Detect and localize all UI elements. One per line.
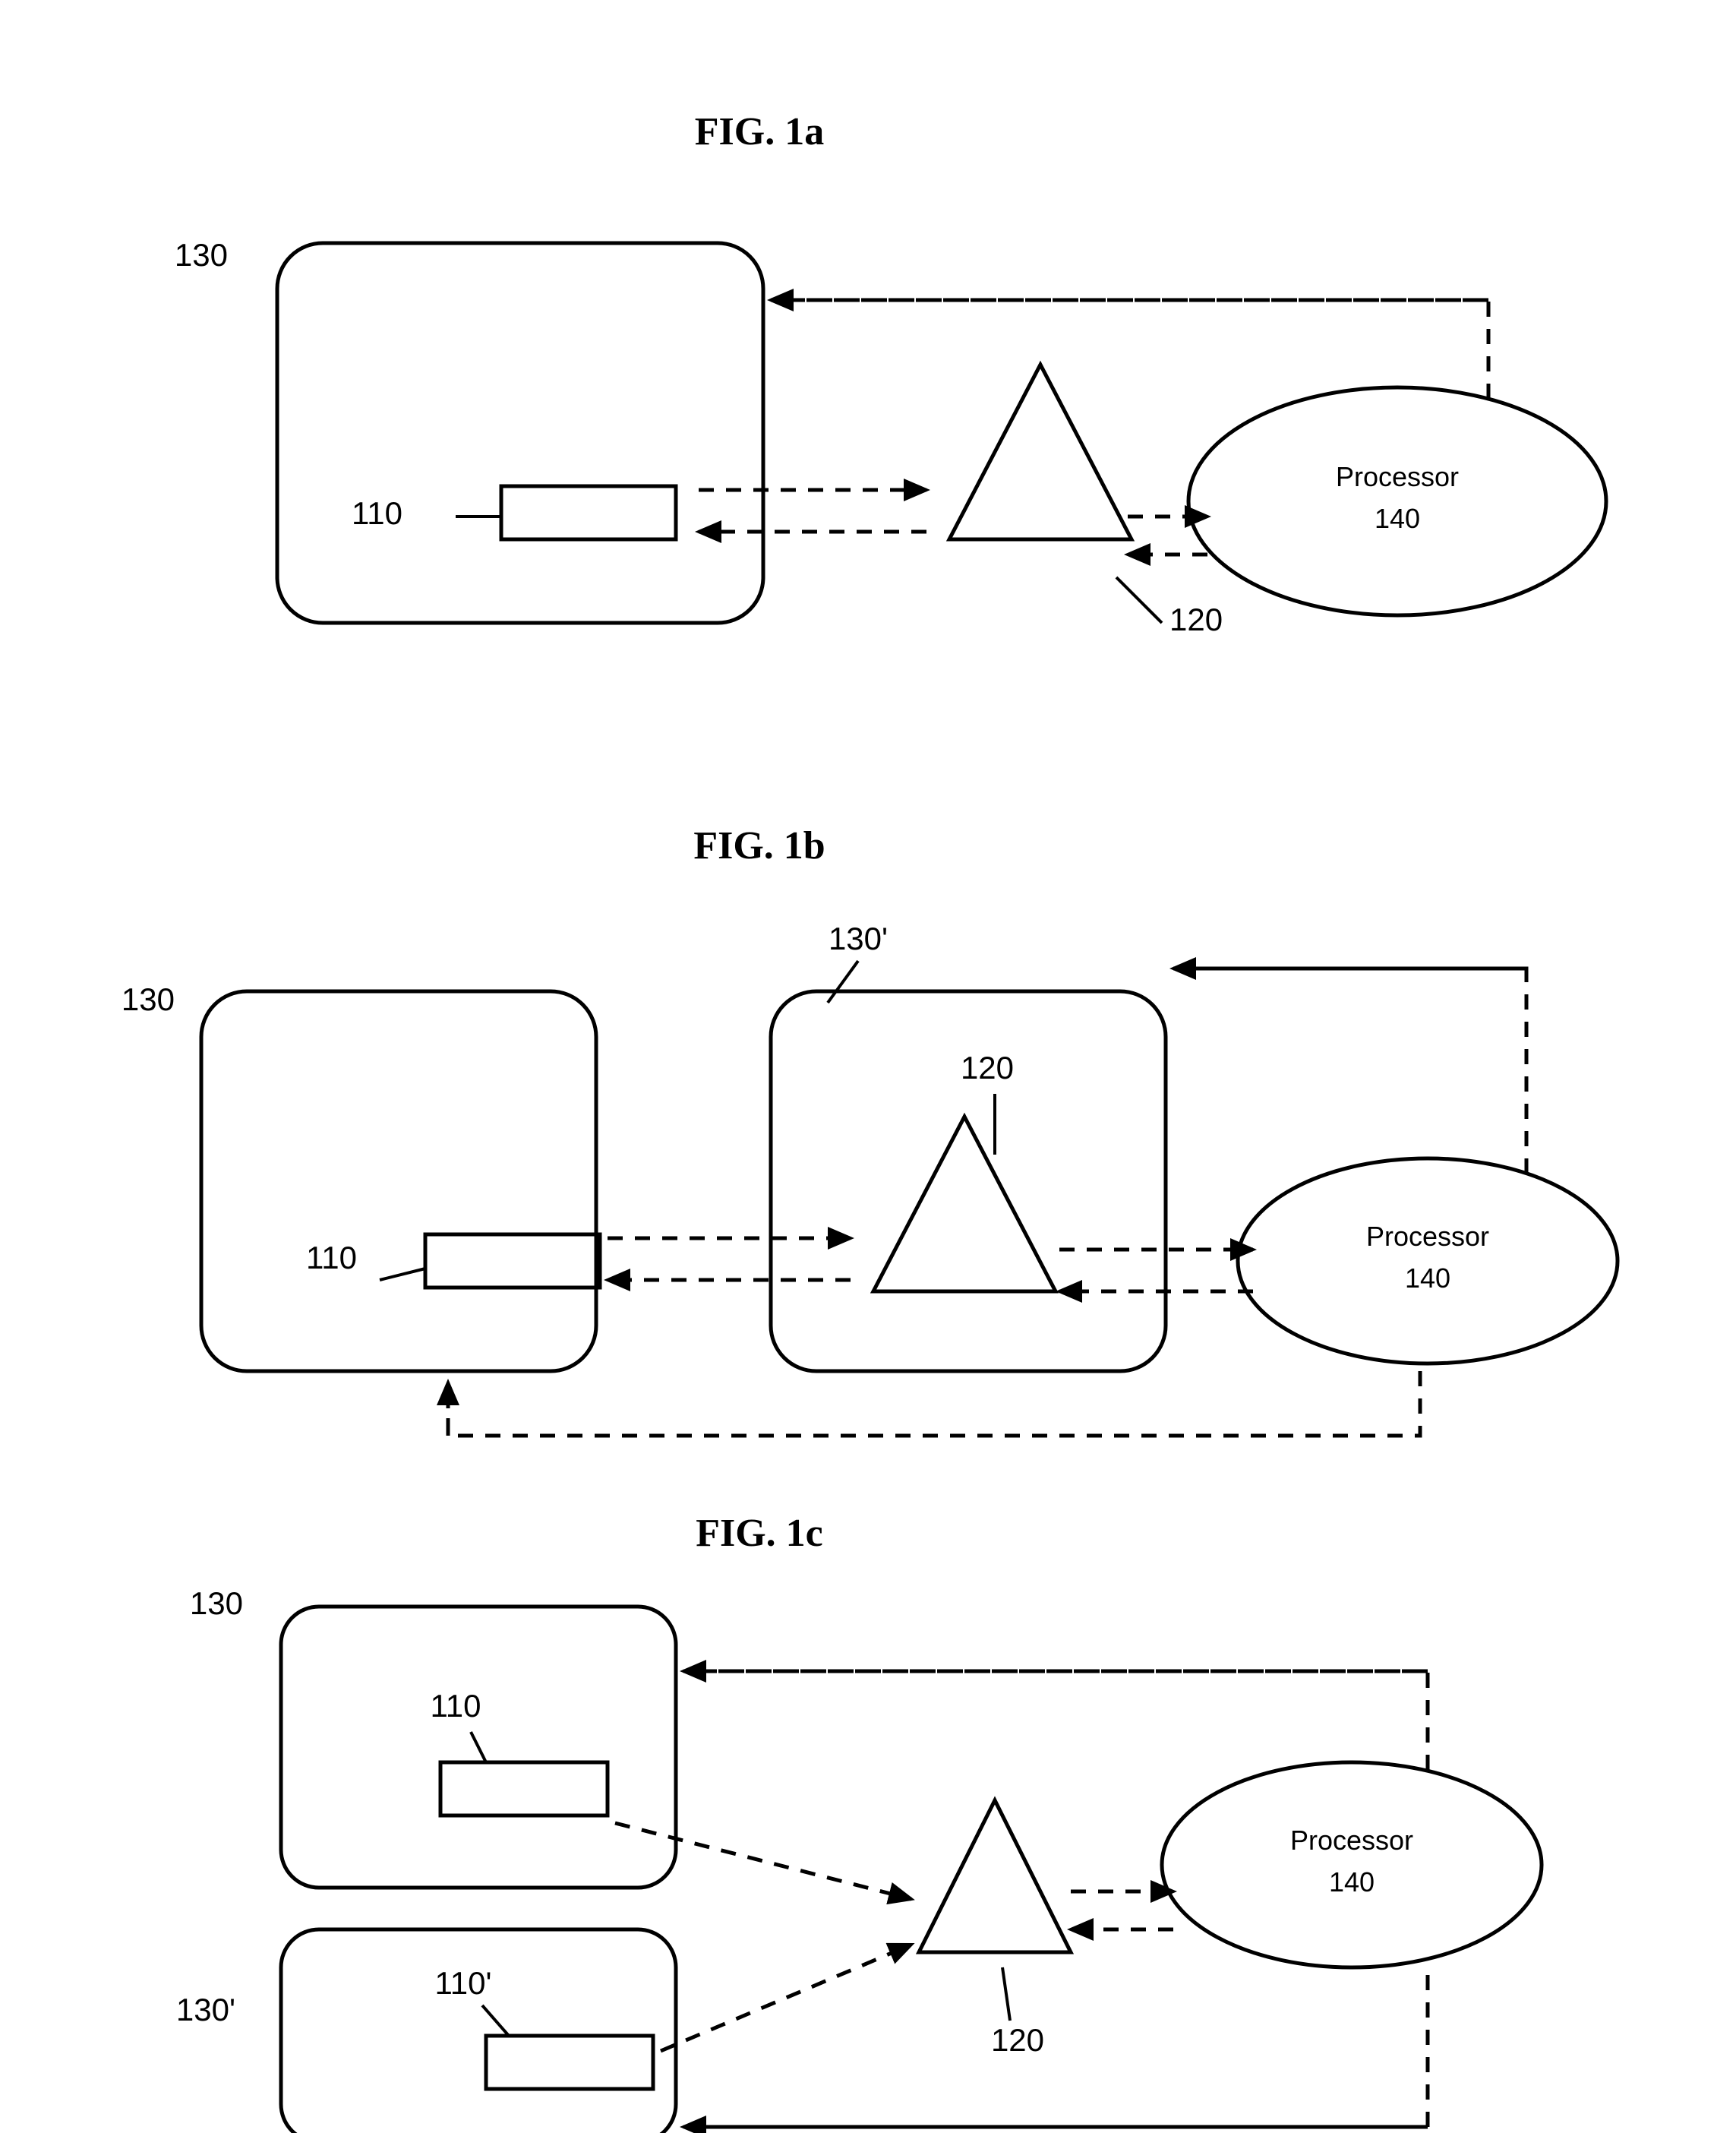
svg-text:140: 140 — [1405, 1262, 1450, 1294]
svg-text:FIG. 1a: FIG. 1a — [695, 110, 824, 153]
svg-text:110': 110' — [435, 1965, 492, 2001]
svg-text:FIG. 1b: FIG. 1b — [693, 824, 825, 867]
svg-text:130: 130 — [190, 1585, 243, 1621]
svg-text:110: 110 — [352, 495, 402, 531]
svg-text:Processor: Processor — [1336, 461, 1459, 492]
svg-text:120: 120 — [961, 1050, 1014, 1085]
svg-text:130: 130 — [175, 237, 228, 273]
svg-text:FIG. 1c: FIG. 1c — [696, 1512, 823, 1555]
svg-text:120: 120 — [1169, 602, 1223, 637]
svg-text:110: 110 — [431, 1688, 481, 1724]
svg-text:Processor: Processor — [1366, 1221, 1489, 1252]
svg-text:Processor: Processor — [1290, 1825, 1413, 1856]
svg-text:120: 120 — [991, 2022, 1044, 2058]
svg-text:130: 130 — [122, 981, 175, 1017]
svg-text:130': 130' — [829, 921, 888, 956]
svg-text:110: 110 — [306, 1240, 357, 1275]
svg-text:130': 130' — [176, 1992, 235, 2027]
svg-text:140: 140 — [1375, 503, 1420, 534]
svg-text:140: 140 — [1329, 1866, 1375, 1898]
